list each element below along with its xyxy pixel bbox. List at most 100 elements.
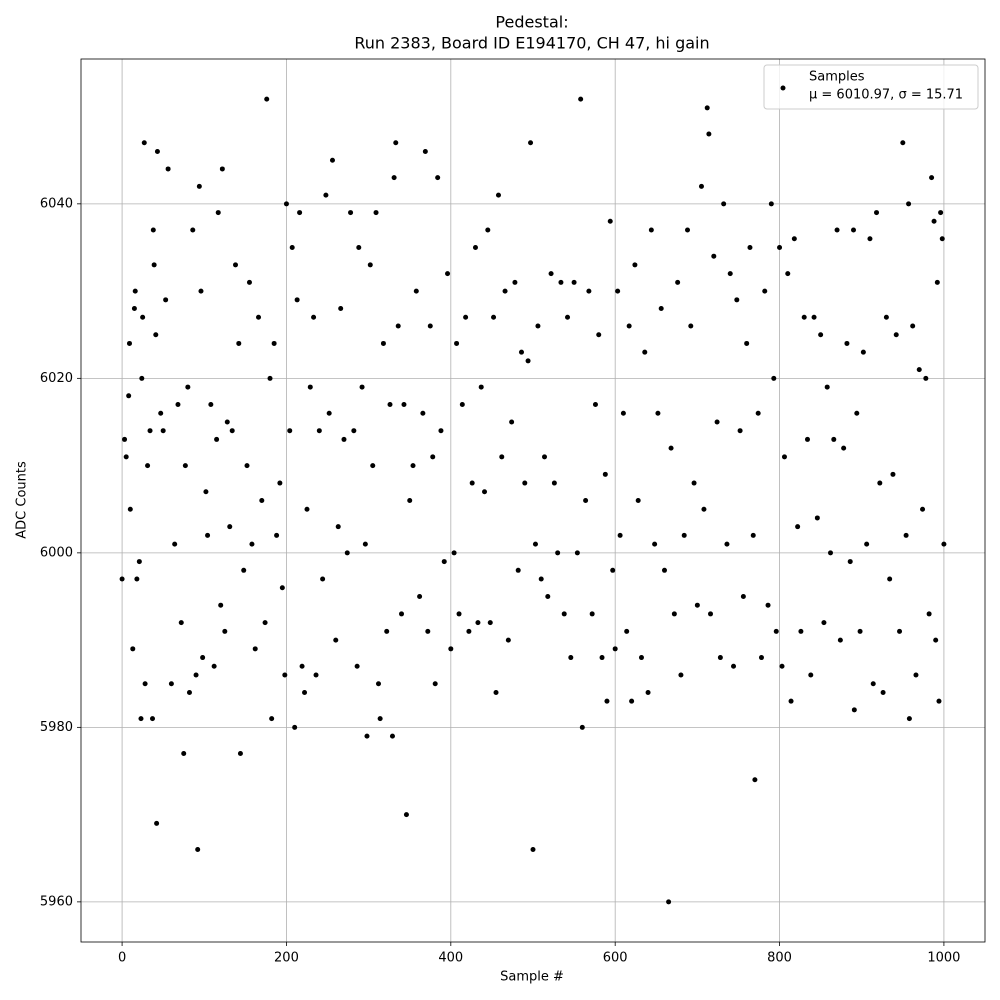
data-point — [399, 611, 405, 617]
data-point — [731, 663, 737, 669]
data-point — [472, 244, 478, 250]
data-point — [475, 620, 481, 626]
data-point — [638, 655, 644, 661]
data-point — [612, 646, 618, 652]
data-point — [548, 271, 554, 277]
data-point — [422, 148, 428, 154]
data-point — [151, 262, 157, 268]
x-tick-label: 0 — [118, 951, 126, 966]
data-point — [126, 393, 132, 399]
data-point — [377, 716, 383, 722]
data-point — [491, 314, 497, 320]
data-point — [466, 628, 472, 634]
data-point — [906, 201, 912, 207]
data-point — [847, 559, 853, 565]
data-point — [127, 506, 133, 512]
data-point — [642, 349, 648, 355]
data-point — [592, 402, 598, 408]
data-point — [224, 419, 230, 425]
data-point — [413, 288, 419, 294]
data-point — [138, 716, 144, 722]
data-point — [432, 681, 438, 687]
data-point — [685, 227, 691, 233]
data-point — [668, 445, 674, 451]
chart-title: Pedestal: — [495, 13, 568, 32]
y-tick-label: 6000 — [40, 545, 73, 560]
data-point — [617, 532, 623, 538]
data-point — [661, 567, 667, 573]
legend-box — [763, 64, 979, 110]
data-point — [509, 419, 515, 425]
data-point — [160, 428, 166, 434]
data-point — [518, 349, 524, 355]
data-point — [459, 402, 465, 408]
data-point — [200, 655, 206, 661]
data-point — [123, 454, 129, 460]
data-point — [264, 96, 270, 102]
data-point — [393, 140, 399, 146]
data-point — [233, 262, 239, 268]
data-point — [837, 637, 843, 643]
data-point — [864, 541, 870, 547]
data-point — [512, 279, 518, 285]
data-point — [168, 681, 174, 687]
data-point — [920, 506, 926, 512]
data-point — [196, 183, 202, 189]
data-point — [574, 550, 580, 556]
x-axis-label: Sample # — [500, 970, 564, 985]
data-point — [185, 384, 191, 390]
data-point — [522, 480, 528, 486]
data-point — [706, 131, 712, 137]
data-point — [648, 227, 654, 233]
data-point — [172, 541, 178, 547]
data-point — [708, 611, 714, 617]
data-point — [271, 340, 277, 346]
data-point — [370, 463, 376, 469]
data-point — [717, 655, 723, 661]
data-point — [435, 175, 441, 181]
data-point — [923, 375, 929, 381]
data-point — [326, 410, 332, 416]
data-point — [175, 402, 181, 408]
y-axis-label: ADC Counts — [15, 461, 30, 539]
data-point — [420, 410, 426, 416]
data-point — [652, 541, 658, 547]
data-point — [252, 646, 258, 652]
legend-marker — [780, 85, 786, 91]
data-point — [785, 271, 791, 277]
data-point — [165, 166, 171, 172]
data-point — [688, 323, 694, 329]
data-point — [831, 436, 837, 442]
data-point — [348, 210, 354, 216]
data-point — [586, 288, 592, 294]
data-point — [698, 183, 704, 189]
data-point — [851, 227, 857, 233]
data-point — [132, 288, 138, 294]
chart-subtitle: Run 2383, Board ID E194170, CH 47, hi ga… — [354, 34, 709, 53]
data-point — [403, 812, 409, 818]
data-point — [571, 279, 577, 285]
data-point — [150, 227, 156, 233]
data-point — [801, 314, 807, 320]
data-point — [857, 628, 863, 634]
data-point — [395, 323, 401, 329]
data-point — [671, 611, 677, 617]
data-point — [844, 340, 850, 346]
data-point — [469, 480, 475, 486]
data-point — [384, 628, 390, 634]
data-point — [142, 681, 148, 687]
data-point — [485, 227, 491, 233]
data-point — [596, 332, 602, 338]
data-point — [681, 532, 687, 538]
data-point — [629, 698, 635, 704]
data-point — [666, 899, 672, 905]
data-point — [410, 463, 416, 469]
data-point — [333, 637, 339, 643]
data-point — [851, 707, 857, 713]
data-point — [626, 323, 632, 329]
data-point — [929, 175, 935, 181]
data-point — [916, 367, 922, 373]
data-point — [356, 244, 362, 250]
data-point — [454, 340, 460, 346]
data-point — [893, 332, 899, 338]
